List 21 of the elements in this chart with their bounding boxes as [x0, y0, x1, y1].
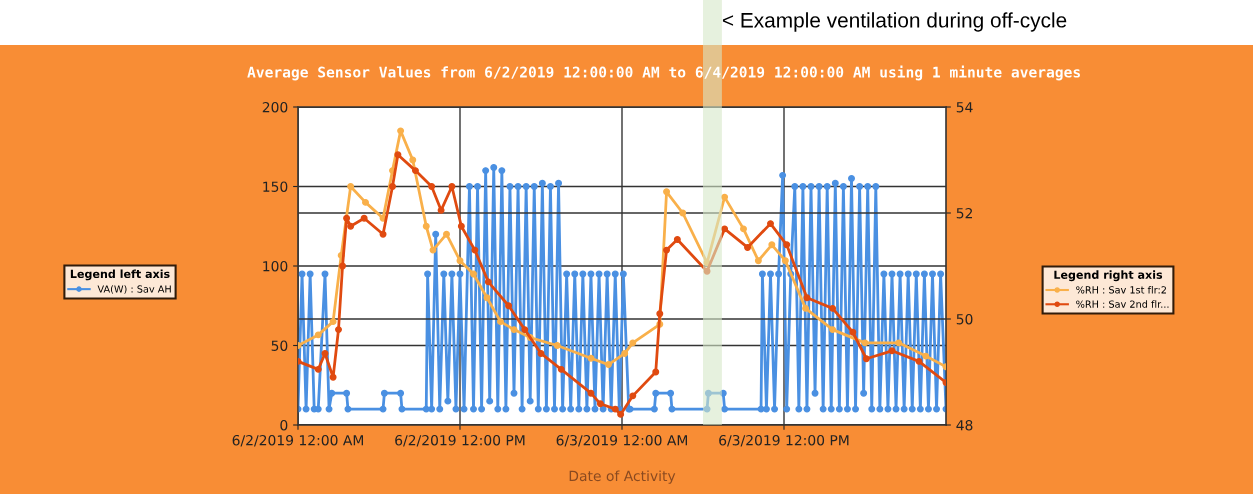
legend-label: %RH : Sav 1st flr:2	[1076, 286, 1166, 294]
y2-tick-label: 50	[956, 313, 973, 325]
y-tick-label: 150	[263, 181, 288, 192]
y-tick-label: 50	[271, 340, 288, 351]
text: Legend right axis	[1054, 270, 1163, 282]
y2-tick-label: 48	[956, 419, 973, 431]
x-tick-label: 6/2/2019 12:00 AM	[232, 434, 363, 447]
text: Legend left axis	[70, 269, 170, 281]
band-label: < Example ventilation during off-cycle	[722, 12, 1067, 32]
x-tick-label: 6/2/2019 12:00 PM	[395, 434, 525, 447]
y-tick-label: 100	[263, 260, 288, 272]
y2-tick-label: 54	[956, 102, 973, 113]
legend-label: VA(W) : Sav AH	[97, 285, 171, 294]
legend-label: %RH : Sav 2nd flr...	[1076, 300, 1169, 308]
x-tick-label: 6/3/2019 12:00 AM	[556, 434, 687, 447]
x-tick-label: 6/3/2019 12:00 PM	[719, 434, 849, 447]
y2-tick-label: 52	[956, 207, 972, 219]
x-axis-title: Date of Activity	[569, 470, 676, 484]
y-tick-label: 200	[262, 101, 288, 113]
chart-title: Average Sensor Values from 6/2/2019 12:00:00 AM to 6/4/2019 12:00:00 AM using 1 minute averages	[247, 65, 1080, 81]
y-tick-label: 0	[280, 419, 288, 431]
